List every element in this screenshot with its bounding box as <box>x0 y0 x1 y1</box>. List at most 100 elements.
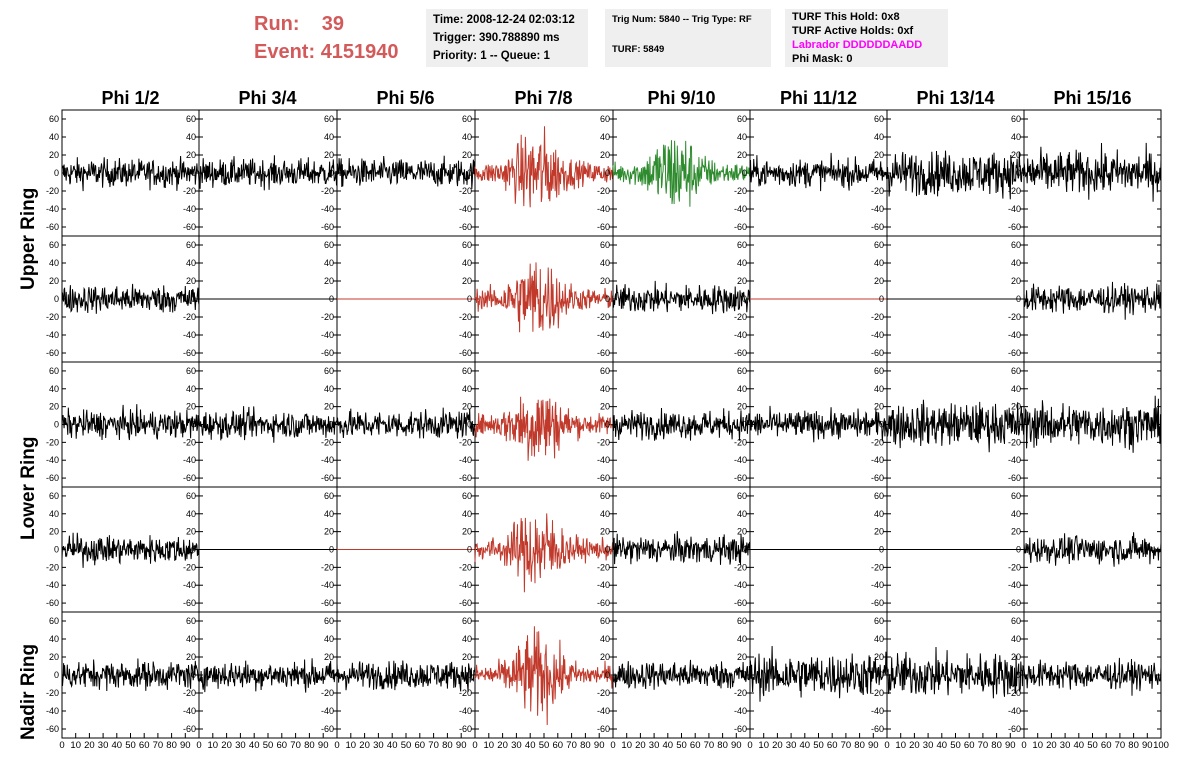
y-tick-label: 0 <box>879 168 884 178</box>
x-tick-label: 20 <box>497 740 508 751</box>
y-tick-label: -60 <box>597 222 610 232</box>
y-tick-label: 60 <box>600 114 610 124</box>
y-tick-label: 20 <box>49 150 59 160</box>
x-tick-label: 20 <box>221 740 232 751</box>
y-tick-label: 40 <box>737 384 747 394</box>
x-tick-label: 0 <box>610 740 615 751</box>
y-tick-label: -40 <box>734 580 747 590</box>
panel-frame <box>61 235 200 363</box>
y-tick-label: -60 <box>871 724 884 734</box>
y-tick-label: 20 <box>324 276 334 286</box>
y-tick-label: 40 <box>737 509 747 519</box>
y-tick-label: 60 <box>324 240 334 250</box>
y-tick-label: 40 <box>1011 634 1021 644</box>
y-tick-label: -60 <box>46 473 59 483</box>
panel-r4-c4: -60 -40 -20 0 20 40 60 <box>459 486 614 613</box>
y-tick-label: 0 <box>467 545 472 555</box>
y-tick-label: 0 <box>742 168 747 178</box>
y-tick-label: 20 <box>324 150 334 160</box>
y-tick-label: 40 <box>874 132 884 142</box>
x-tick-label: 20 <box>635 740 646 751</box>
y-tick-label: -40 <box>459 580 472 590</box>
x-tick-label: 30 <box>235 740 246 751</box>
waveform-trace <box>474 626 614 726</box>
waveform-trace <box>1023 395 1162 453</box>
x-tick-label: 50 <box>676 740 687 751</box>
y-tick-label: 60 <box>874 366 884 376</box>
y-tick-label: -40 <box>1008 455 1021 465</box>
waveform-trace <box>198 406 338 443</box>
y-tick-label: 60 <box>462 240 472 250</box>
y-tick-label: 20 <box>874 652 884 662</box>
y-tick-label: 40 <box>600 634 610 644</box>
x-tick-label: 50 <box>263 740 274 751</box>
y-tick-label: 40 <box>462 132 472 142</box>
y-tick-label: 0 <box>742 670 747 680</box>
y-tick-label: -40 <box>46 330 59 340</box>
x-tick-label: 40 <box>1074 740 1085 751</box>
panel-r2-c7: -60 -40 -20 0 20 40 60 <box>871 235 1025 363</box>
x-tick-label: 10 <box>895 740 906 751</box>
y-tick-label: 20 <box>600 402 610 412</box>
waveform-trace <box>612 280 751 315</box>
y-tick-label: -60 <box>1008 222 1021 232</box>
y-tick-label: 20 <box>49 527 59 537</box>
x-tick-label: 70 <box>704 740 715 751</box>
y-tick-label: -60 <box>1008 598 1021 608</box>
y-tick-label: 20 <box>1011 652 1021 662</box>
y-tick-label: -20 <box>459 312 472 322</box>
time-info-box: Time: 2008-12-24 02:03:12 Trigger: 390.7… <box>426 9 588 67</box>
y-tick-label: 60 <box>600 240 610 250</box>
x-tick-label: 50 <box>401 740 412 751</box>
x-tick-label: 90 <box>456 740 467 751</box>
y-tick-label: -20 <box>321 688 334 698</box>
panel-r4-c1: -60 -40 -20 0 20 40 60 <box>46 486 200 613</box>
y-tick-label: 60 <box>1011 366 1021 376</box>
y-tick-label: 20 <box>462 402 472 412</box>
y-tick-label: -40 <box>1008 330 1021 340</box>
y-tick-label: -20 <box>734 312 747 322</box>
x-tick-label: 90 <box>1005 740 1016 751</box>
y-tick-label: 60 <box>874 616 884 626</box>
y-tick-label: 60 <box>49 616 59 626</box>
x-tick-label: 90 <box>868 740 879 751</box>
y-tick-label: -20 <box>734 186 747 196</box>
y-tick-label: 60 <box>324 491 334 501</box>
y-tick-label: -60 <box>183 222 196 232</box>
y-tick-label: -40 <box>597 330 610 340</box>
y-tick-label: 40 <box>1011 509 1021 519</box>
y-tick-label: -20 <box>597 562 610 572</box>
y-tick-label: 20 <box>600 276 610 286</box>
x-tick-label: 70 <box>290 740 301 751</box>
panel-r3-c4: -60 -40 -20 0 20 40 60 <box>459 361 614 488</box>
x-tick-label: 20 <box>909 740 920 751</box>
y-tick-label: -40 <box>46 204 59 214</box>
y-tick-label: 60 <box>737 491 747 501</box>
y-tick-label: 40 <box>1011 132 1021 142</box>
y-tick-label: -40 <box>46 455 59 465</box>
y-tick-label: 60 <box>600 616 610 626</box>
column-header-8: Phi 15/16 <box>1053 88 1132 108</box>
panel-r3-c7: -60 -40 -20 0 20 40 60 <box>871 361 1025 488</box>
x-tick-label: 70 <box>978 740 989 751</box>
y-tick-label: 40 <box>737 634 747 644</box>
x-tick-label: 40 <box>663 740 674 751</box>
y-tick-label: 20 <box>49 652 59 662</box>
x-tick-label: 60 <box>277 740 288 751</box>
x-tick-label: 60 <box>964 740 975 751</box>
waveform-trace <box>474 513 614 593</box>
y-tick-label: -60 <box>597 598 610 608</box>
x-tick-label: 70 <box>153 740 164 751</box>
event-value: 4151940 <box>320 41 399 63</box>
x-tick-label: 30 <box>1060 740 1071 751</box>
x-tick-label: 0 <box>884 740 889 751</box>
y-tick-label: 60 <box>49 366 59 376</box>
x-tick-label: 60 <box>553 740 564 751</box>
y-tick-label: -20 <box>734 562 747 572</box>
y-tick-label: -60 <box>46 222 59 232</box>
column-header-5: Phi 9/10 <box>647 88 716 108</box>
waveform-trace <box>61 404 200 441</box>
y-tick-label: -60 <box>459 724 472 734</box>
